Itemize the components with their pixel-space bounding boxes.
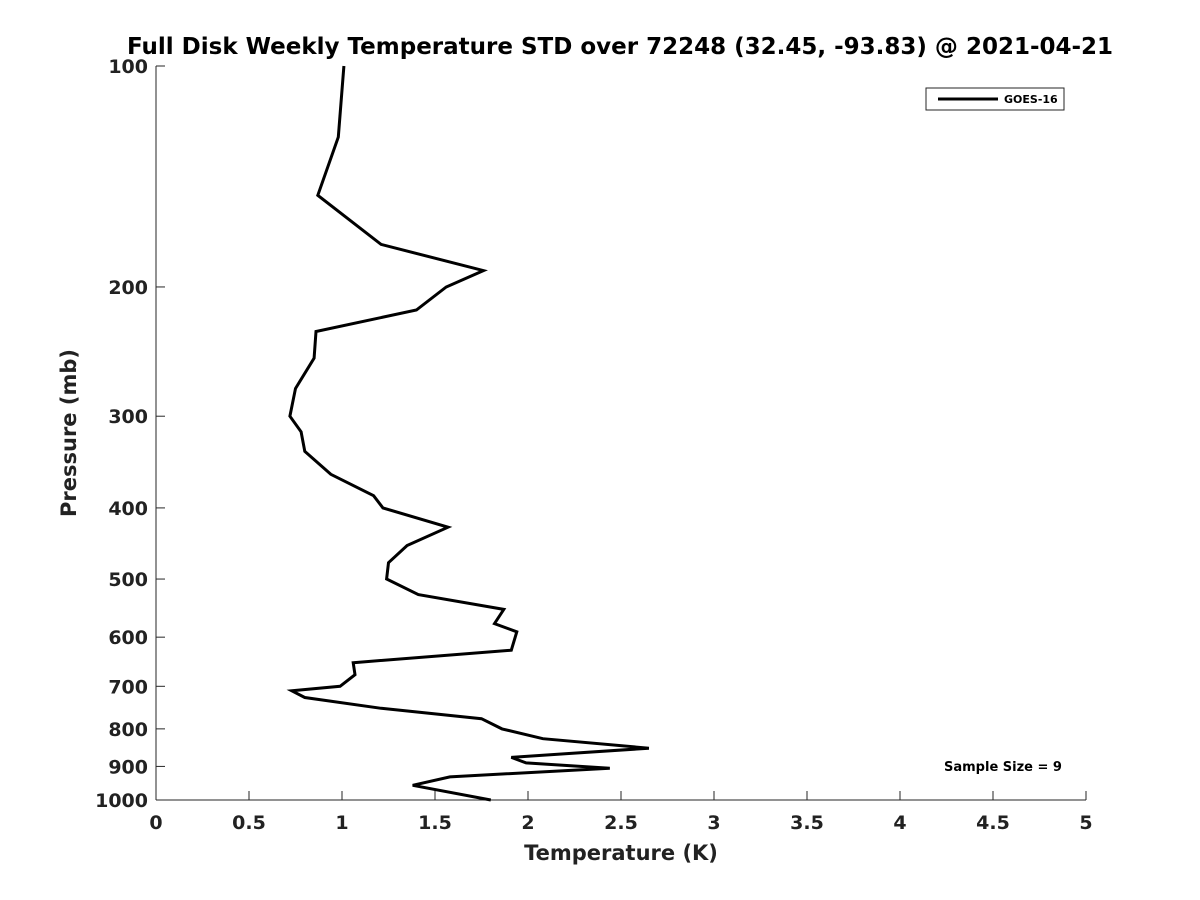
y-tick-label: 1000 xyxy=(95,790,148,812)
x-tick-label: 4 xyxy=(893,812,906,834)
y-tick-label: 500 xyxy=(108,569,148,591)
y-tick-label: 300 xyxy=(108,406,148,428)
x-tick-label: 1 xyxy=(335,812,348,834)
legend-label-goes16: GOES-16 xyxy=(1004,93,1058,106)
x-tick-label: 1.5 xyxy=(418,812,452,834)
x-ticks: 0 0.5 1 1.5 2 2.5 3 3.5 4 4.5 5 xyxy=(149,791,1093,834)
y-tick-label: 600 xyxy=(108,627,148,649)
x-tick-label: 2 xyxy=(521,812,534,834)
series-line-goes16 xyxy=(286,65,650,802)
x-tick-label: 5 xyxy=(1079,812,1092,834)
y-tick-label: 200 xyxy=(108,277,148,299)
y-tick-label: 900 xyxy=(108,756,148,778)
x-tick-label: 3 xyxy=(707,812,720,834)
chart-title: Full Disk Weekly Temperature STD over 72… xyxy=(127,34,1113,60)
y-tick-label: 400 xyxy=(108,498,148,520)
x-tick-label: 4.5 xyxy=(976,812,1010,834)
x-tick-label: 0.5 xyxy=(232,812,266,834)
y-tick-label: 800 xyxy=(108,719,148,741)
y-tick-label: 700 xyxy=(108,676,148,698)
x-tick-label: 3.5 xyxy=(790,812,824,834)
y-axis-label: Pressure (mb) xyxy=(57,349,81,517)
legend: GOES-16 xyxy=(925,87,1065,111)
x-tick-label: 0 xyxy=(149,812,162,834)
y-tick-label: 100 xyxy=(108,56,148,78)
x-axis-label: Temperature (K) xyxy=(524,841,718,865)
x-tick-label: 2.5 xyxy=(604,812,638,834)
y-ticks: 100 200 300 400 500 600 700 800 900 1000 xyxy=(95,56,165,812)
sample-size-annotation: Sample Size = 9 xyxy=(944,760,1062,775)
